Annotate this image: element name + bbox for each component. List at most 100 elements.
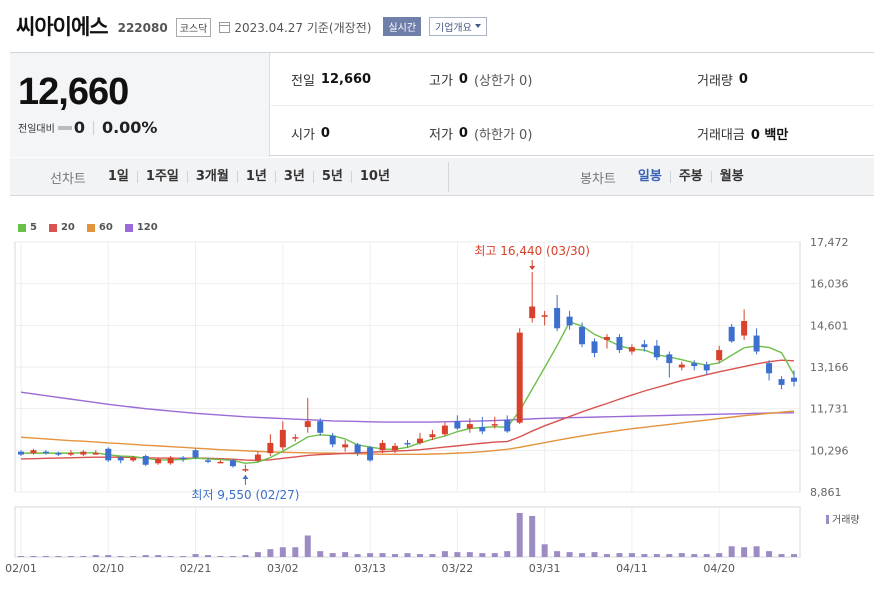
realtime-button[interactable]: 실시간 <box>383 16 422 36</box>
flat-icon <box>57 125 72 130</box>
volume-bar <box>267 549 274 557</box>
x-tick-label: 03/22 <box>442 562 474 575</box>
volume-bar <box>579 553 586 557</box>
candle-body <box>791 377 797 382</box>
candle-body <box>529 306 536 319</box>
legend-swatch <box>48 223 57 232</box>
period-3m[interactable]: 3개월 <box>186 170 237 183</box>
x-tick-label: 02/01 <box>5 562 37 575</box>
volume-bar <box>155 555 162 557</box>
candle-body <box>404 442 411 445</box>
volume-label: 거래량 <box>832 514 860 526</box>
change-value: 0 <box>73 118 85 137</box>
volume-bar <box>504 551 511 557</box>
candle-body <box>92 453 99 455</box>
legend-label: 120 <box>136 222 158 233</box>
candle-body <box>616 336 623 351</box>
candle-body <box>429 434 436 438</box>
volume-bar <box>628 553 635 557</box>
period-10y[interactable]: 10년 <box>350 170 398 183</box>
stat-label: 고가 <box>429 74 453 89</box>
y-tick-label: 11,731 <box>810 403 849 416</box>
company-overview-label: 기업개요 <box>435 22 472 34</box>
candle-monthly[interactable]: 월봉 <box>710 170 752 183</box>
period-3y[interactable]: 3년 <box>274 170 313 183</box>
x-tick-label: 03/31 <box>529 562 561 575</box>
candle-body <box>367 447 374 461</box>
volume-bar <box>329 553 336 557</box>
volume-bar <box>217 556 224 557</box>
candle-body <box>566 316 573 326</box>
volume-bar <box>229 556 236 557</box>
legend-ma120: 120 <box>124 222 158 233</box>
candle-body <box>180 457 187 459</box>
candle-body <box>753 335 760 352</box>
candle-body <box>653 345 660 358</box>
company-overview-button[interactable]: 기업개요 <box>429 16 487 36</box>
price-chart[interactable]: 17,472 16,036 14,601 13,166 11,731 10,296 8,86… <box>0 232 874 589</box>
volume-bar <box>180 556 187 557</box>
volume-bar <box>616 553 623 557</box>
candle-body <box>441 425 448 435</box>
candle-body <box>18 451 24 455</box>
candle-chart-periods: 봉차트 일봉 주봉 월봉 <box>580 158 752 196</box>
candle-body <box>716 350 723 361</box>
period-1y[interactable]: 1년 <box>236 170 275 183</box>
candle-body <box>554 307 561 329</box>
stat-sub: (하한가 0) <box>473 128 533 143</box>
candle-chart-label: 봉차트 <box>580 171 616 187</box>
candle-body <box>292 437 299 439</box>
legend-label: 20 <box>60 222 75 233</box>
stat-sub: (상한가 0) <box>473 74 533 89</box>
stat-amount: 거래대금 0 백만 <box>697 124 788 143</box>
chevron-down-icon <box>474 24 481 28</box>
period-1d[interactable]: 1일 <box>107 169 129 184</box>
volume-bar <box>491 553 498 557</box>
candle-body <box>142 456 149 465</box>
candle-body <box>591 341 598 353</box>
volume-bar <box>778 554 785 557</box>
legend-swatch <box>86 223 95 232</box>
candle-body <box>691 363 698 367</box>
min-arrow-head <box>242 474 249 479</box>
volume-bar <box>641 554 648 557</box>
calendar-icon <box>219 21 231 33</box>
volume-bar <box>354 554 361 557</box>
volume-bar <box>791 554 797 557</box>
candle-body <box>42 451 49 454</box>
volume-bar <box>529 515 536 557</box>
volume-bar <box>317 551 324 557</box>
ma20-line <box>20 359 795 462</box>
volume-bar <box>666 554 673 557</box>
period-5y[interactable]: 5년 <box>312 170 351 183</box>
volume-bar <box>105 555 112 557</box>
candle-body <box>254 454 261 461</box>
candle-body <box>504 419 511 432</box>
x-tick-label: 03/02 <box>267 562 299 575</box>
volume-bar <box>242 555 249 557</box>
candle-body <box>603 336 610 340</box>
y-tick-label: 13,166 <box>810 361 849 374</box>
y-tick-label: 14,601 <box>810 319 849 332</box>
stats-grid: 전일 12,660 고가 0 (상한가 0) 거래량 0 시가 0 저가 0 (… <box>271 53 874 157</box>
title-row: 씨아이에스 222080 코스닥 2023.04.27 기준(개장전) 실시간 … <box>16 10 487 42</box>
period-1w[interactable]: 1주일 <box>136 170 187 183</box>
candle-weekly[interactable]: 주봉 <box>669 170 711 183</box>
stat-label: 시가 <box>291 128 315 143</box>
legend-swatch <box>18 223 26 232</box>
volume-bar <box>703 554 710 557</box>
legend-ma60: 60 <box>86 222 113 233</box>
candle-body <box>766 363 773 374</box>
stat-label: 거래량 <box>697 74 733 89</box>
candle-body <box>354 444 361 454</box>
candle-daily[interactable]: 일봉 <box>637 169 662 184</box>
x-tick-label: 03/13 <box>354 562 386 575</box>
market-badge: 코스닥 <box>175 17 212 37</box>
candle-body <box>67 453 74 455</box>
volume-bar <box>130 556 137 557</box>
stat-open: 시가 0 <box>291 124 330 143</box>
candle-body <box>229 460 236 467</box>
volume-bar <box>67 556 74 557</box>
current-price: 12,660 <box>18 71 129 113</box>
change-row: 전일대비 0 0.00% <box>18 118 157 137</box>
